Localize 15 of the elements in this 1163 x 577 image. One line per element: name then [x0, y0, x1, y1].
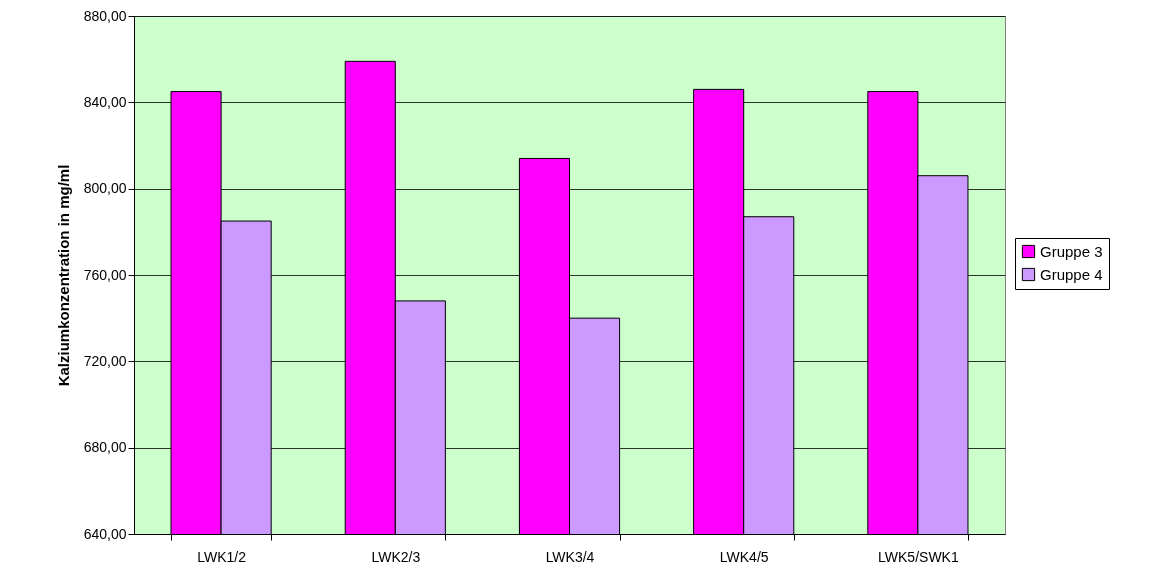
y-tick-label: 720,00 [83, 352, 127, 369]
x-tick-label: LWK3/4 [545, 548, 595, 565]
y-tick-label: 800,00 [83, 180, 127, 197]
y-axis-title: Kalziumkonzentration in mg/ml [54, 164, 72, 387]
x-tick-label: LWK1/2 [197, 548, 247, 565]
x-tick-label: LWK2/3 [371, 548, 421, 565]
x-tick-label: LWK5/SWK1 [878, 548, 959, 565]
y-tick-label: 880,00 [83, 7, 127, 24]
y-tick-label: 680,00 [83, 439, 127, 456]
legend-label: Gruppe 3 [1040, 242, 1103, 260]
y-tick-label: 760,00 [83, 266, 127, 283]
legend-label: Gruppe 4 [1040, 265, 1103, 283]
y-tick-label: 840,00 [83, 93, 127, 110]
x-tick-label: LWK4/5 [719, 548, 769, 565]
y-tick-label: 640,00 [83, 525, 127, 542]
